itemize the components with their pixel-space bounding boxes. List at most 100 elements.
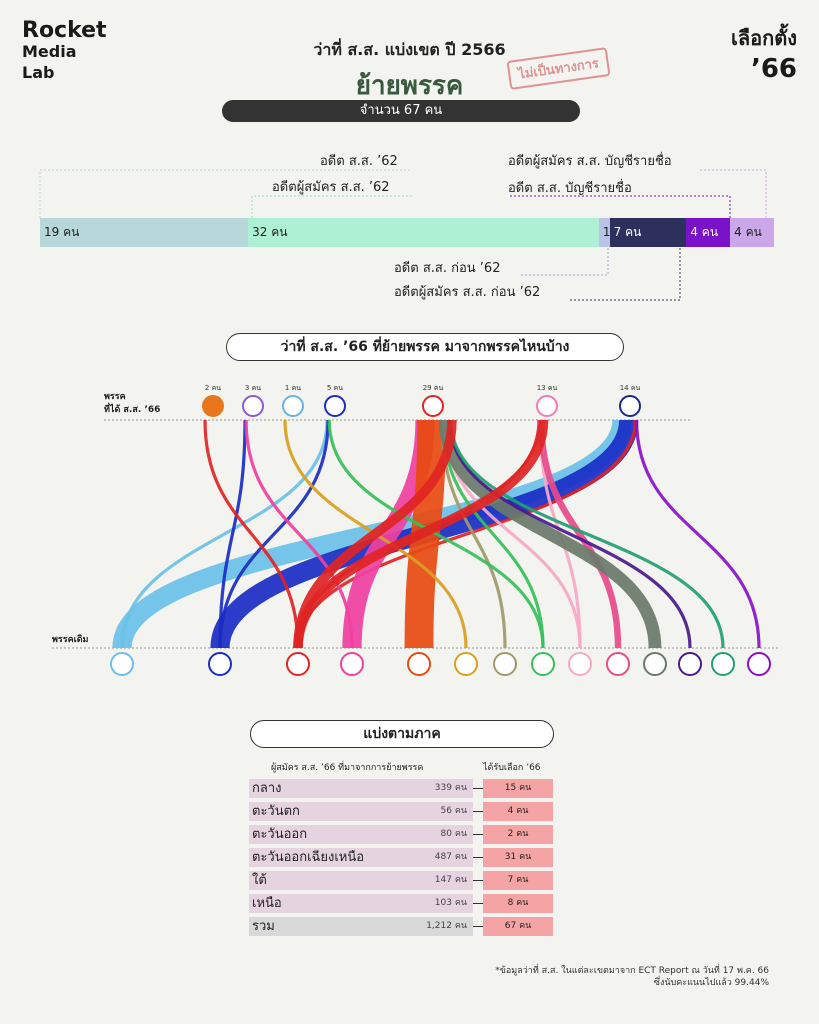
sankey-flow-18 [438,419,662,649]
footnote: *ข้อมูลว่าที่ ส.ส. ในแต่ละเขตมาจาก ECT R… [495,965,769,989]
source-party-logo-icon-4 [407,652,431,676]
arrow-icon [473,857,483,858]
region-name: กลาง 339 คน [249,779,473,798]
sankey-flow-1 [120,419,329,649]
label-ex-mp-partylist: อดีต ส.ส. บัญชีรายชื่อ [508,181,632,196]
sankey-flow-21 [634,419,761,649]
region-won: 31 คน [483,848,553,867]
stack-segment-2: 1 [598,218,610,247]
sankey-flow-23 [293,419,549,649]
sankey-flow-20 [449,419,725,649]
sankey-flow-19 [448,419,692,649]
source-party-logo-icon-5 [454,652,478,676]
region-candidates: 80 คน [440,829,468,839]
source-party-logo-icon-9 [606,652,630,676]
target-party-logo-icon-4 [422,395,444,417]
target-party-logo-icon-3 [324,395,346,417]
region-name: รวม 1,212 คน [249,917,473,936]
region-name: ตะวันออก 80 คน [249,825,473,844]
target-count-6: 14 คน [619,384,641,392]
target-count-0: 2 คน [204,384,222,392]
source-party-logo-icon-8 [568,652,592,676]
source-party-logo-icon-3 [340,652,364,676]
election-badge: เลือกตั้ง ’66 [731,22,797,84]
region-won: 2 คน [483,825,553,844]
source-party-logo-icon-1 [208,652,232,676]
top-bar-leader-lines [39,169,767,301]
stack-segment-5: 4 คน [730,218,774,247]
stack-segment-0: 19 คน [40,218,249,247]
footnote-line-2: ซึ่งนับคะแนนไปแล้ว 99.44% [653,978,769,988]
label-ex-candidate-62: อดีตผู้สมัคร ส.ส. ’62 [272,180,390,195]
label-ex-mp-pre62: อดีต ส.ส. ก่อน ’62 [394,261,501,276]
stack-segment-3: 7 คน [609,218,687,247]
region-title-pill: แบ่งตามภาค [250,720,554,748]
label-ex-mp-62: อดีต ส.ส. ’62 [320,154,398,169]
top-axis-label-1: พรรค [104,392,126,402]
target-count-3: 5 คน [326,384,344,392]
region-candidates: 56 คน [440,806,468,816]
title-top: ว่าที่ ส.ส. แบ่งเขต ปี 2566 [313,40,506,59]
region-name: ใต้ 147 คน [249,871,473,890]
sankey-flow-4 [218,419,330,649]
target-party-logo-icon-2 [282,395,304,417]
region-won: 4 คน [483,802,553,821]
region-won: 15 คน [483,779,553,798]
region-name: ตะวันตก 56 คน [249,802,473,821]
source-party-logo-icon-0 [110,652,134,676]
arrow-icon [473,903,483,904]
election-badge-line-2: ’66 [750,54,797,84]
source-party-logo-icon-12 [711,652,735,676]
region-candidates: 1,212 คน [426,921,467,931]
top-axis-label-2: ที่ได้ ส.ส. ’66 [104,405,161,415]
sankey-flow-3 [218,419,247,649]
col-header-won: ได้รับเลือก ’66 [483,763,541,773]
arrow-icon [473,788,483,789]
target-count-1: 3 คน [244,384,262,392]
arrow-icon [473,811,483,812]
sankey-flow-17 [538,419,622,649]
region-candidates: 339 คน [434,783,467,793]
source-party-logo-icon-2 [286,652,310,676]
bottom-axis-label: พรรคเดิม [52,635,89,645]
page-title: ย้ายพรรค [355,71,464,101]
stack-segment-4: 4 คน [686,218,731,247]
target-party-logo-icon-6 [619,395,641,417]
target-party-logo-icon-0 [202,395,224,417]
region-candidates: 103 คน [434,898,467,908]
region-name: ตะวันออกเฉียงเหนือ 487 คน [249,848,473,867]
arrow-icon [473,834,483,835]
region-name: เหนือ 103 คน [249,894,473,913]
target-count-5: 13 คน [536,384,558,392]
sankey-chart [52,418,780,650]
election-badge-line-1: เลือกตั้ง [731,26,797,50]
target-party-logo-icon-5 [536,395,558,417]
source-party-logo-icon-7 [531,652,555,676]
total-count-pill: จำนวน 67 คน [222,100,580,122]
region-candidates: 147 คน [434,875,467,885]
arrow-icon [473,926,483,927]
region-won: 8 คน [483,894,553,913]
sankey-flow-13 [327,419,545,649]
brand-line-2: Media [22,42,77,61]
source-party-logo-icon-6 [493,652,517,676]
label-ex-candidate-pre62: อดีตผู้สมัคร ส.ส. ก่อน ’62 [394,285,541,300]
source-party-logo-icon-10 [643,652,667,676]
sankey-flow-5 [203,419,300,649]
region-won: 7 คน [483,871,553,890]
region-candidates: 487 คน [434,852,467,862]
brand-logo: Rocket Media Lab [22,20,107,83]
stack-segment-1: 32 คน [248,218,599,247]
title-block: ว่าที่ ส.ส. แบ่งเขต ปี 2566 ย้ายพรรค [0,38,819,106]
target-party-logo-icon-1 [242,395,264,417]
target-count-2: 1 คน [284,384,302,392]
arrow-icon [473,880,483,881]
footnote-line-1: *ข้อมูลว่าที่ ส.ส. ในแต่ละเขตมาจาก ECT R… [495,966,769,976]
col-header-candidates: ผู้สมัคร ส.ส. ’66 ที่มาจากการย้ายพรรค [271,763,424,773]
region-won: 67 คน [483,917,553,936]
target-count-4: 29 คน [422,384,444,392]
sankey-title-pill: ว่าที่ ส.ส. ’66 ที่ย้ายพรรค มาจากพรรคไหน… [226,333,624,361]
source-party-logo-icon-11 [678,652,702,676]
sankey-flow-9 [244,419,354,649]
source-party-logo-icon-13 [747,652,771,676]
